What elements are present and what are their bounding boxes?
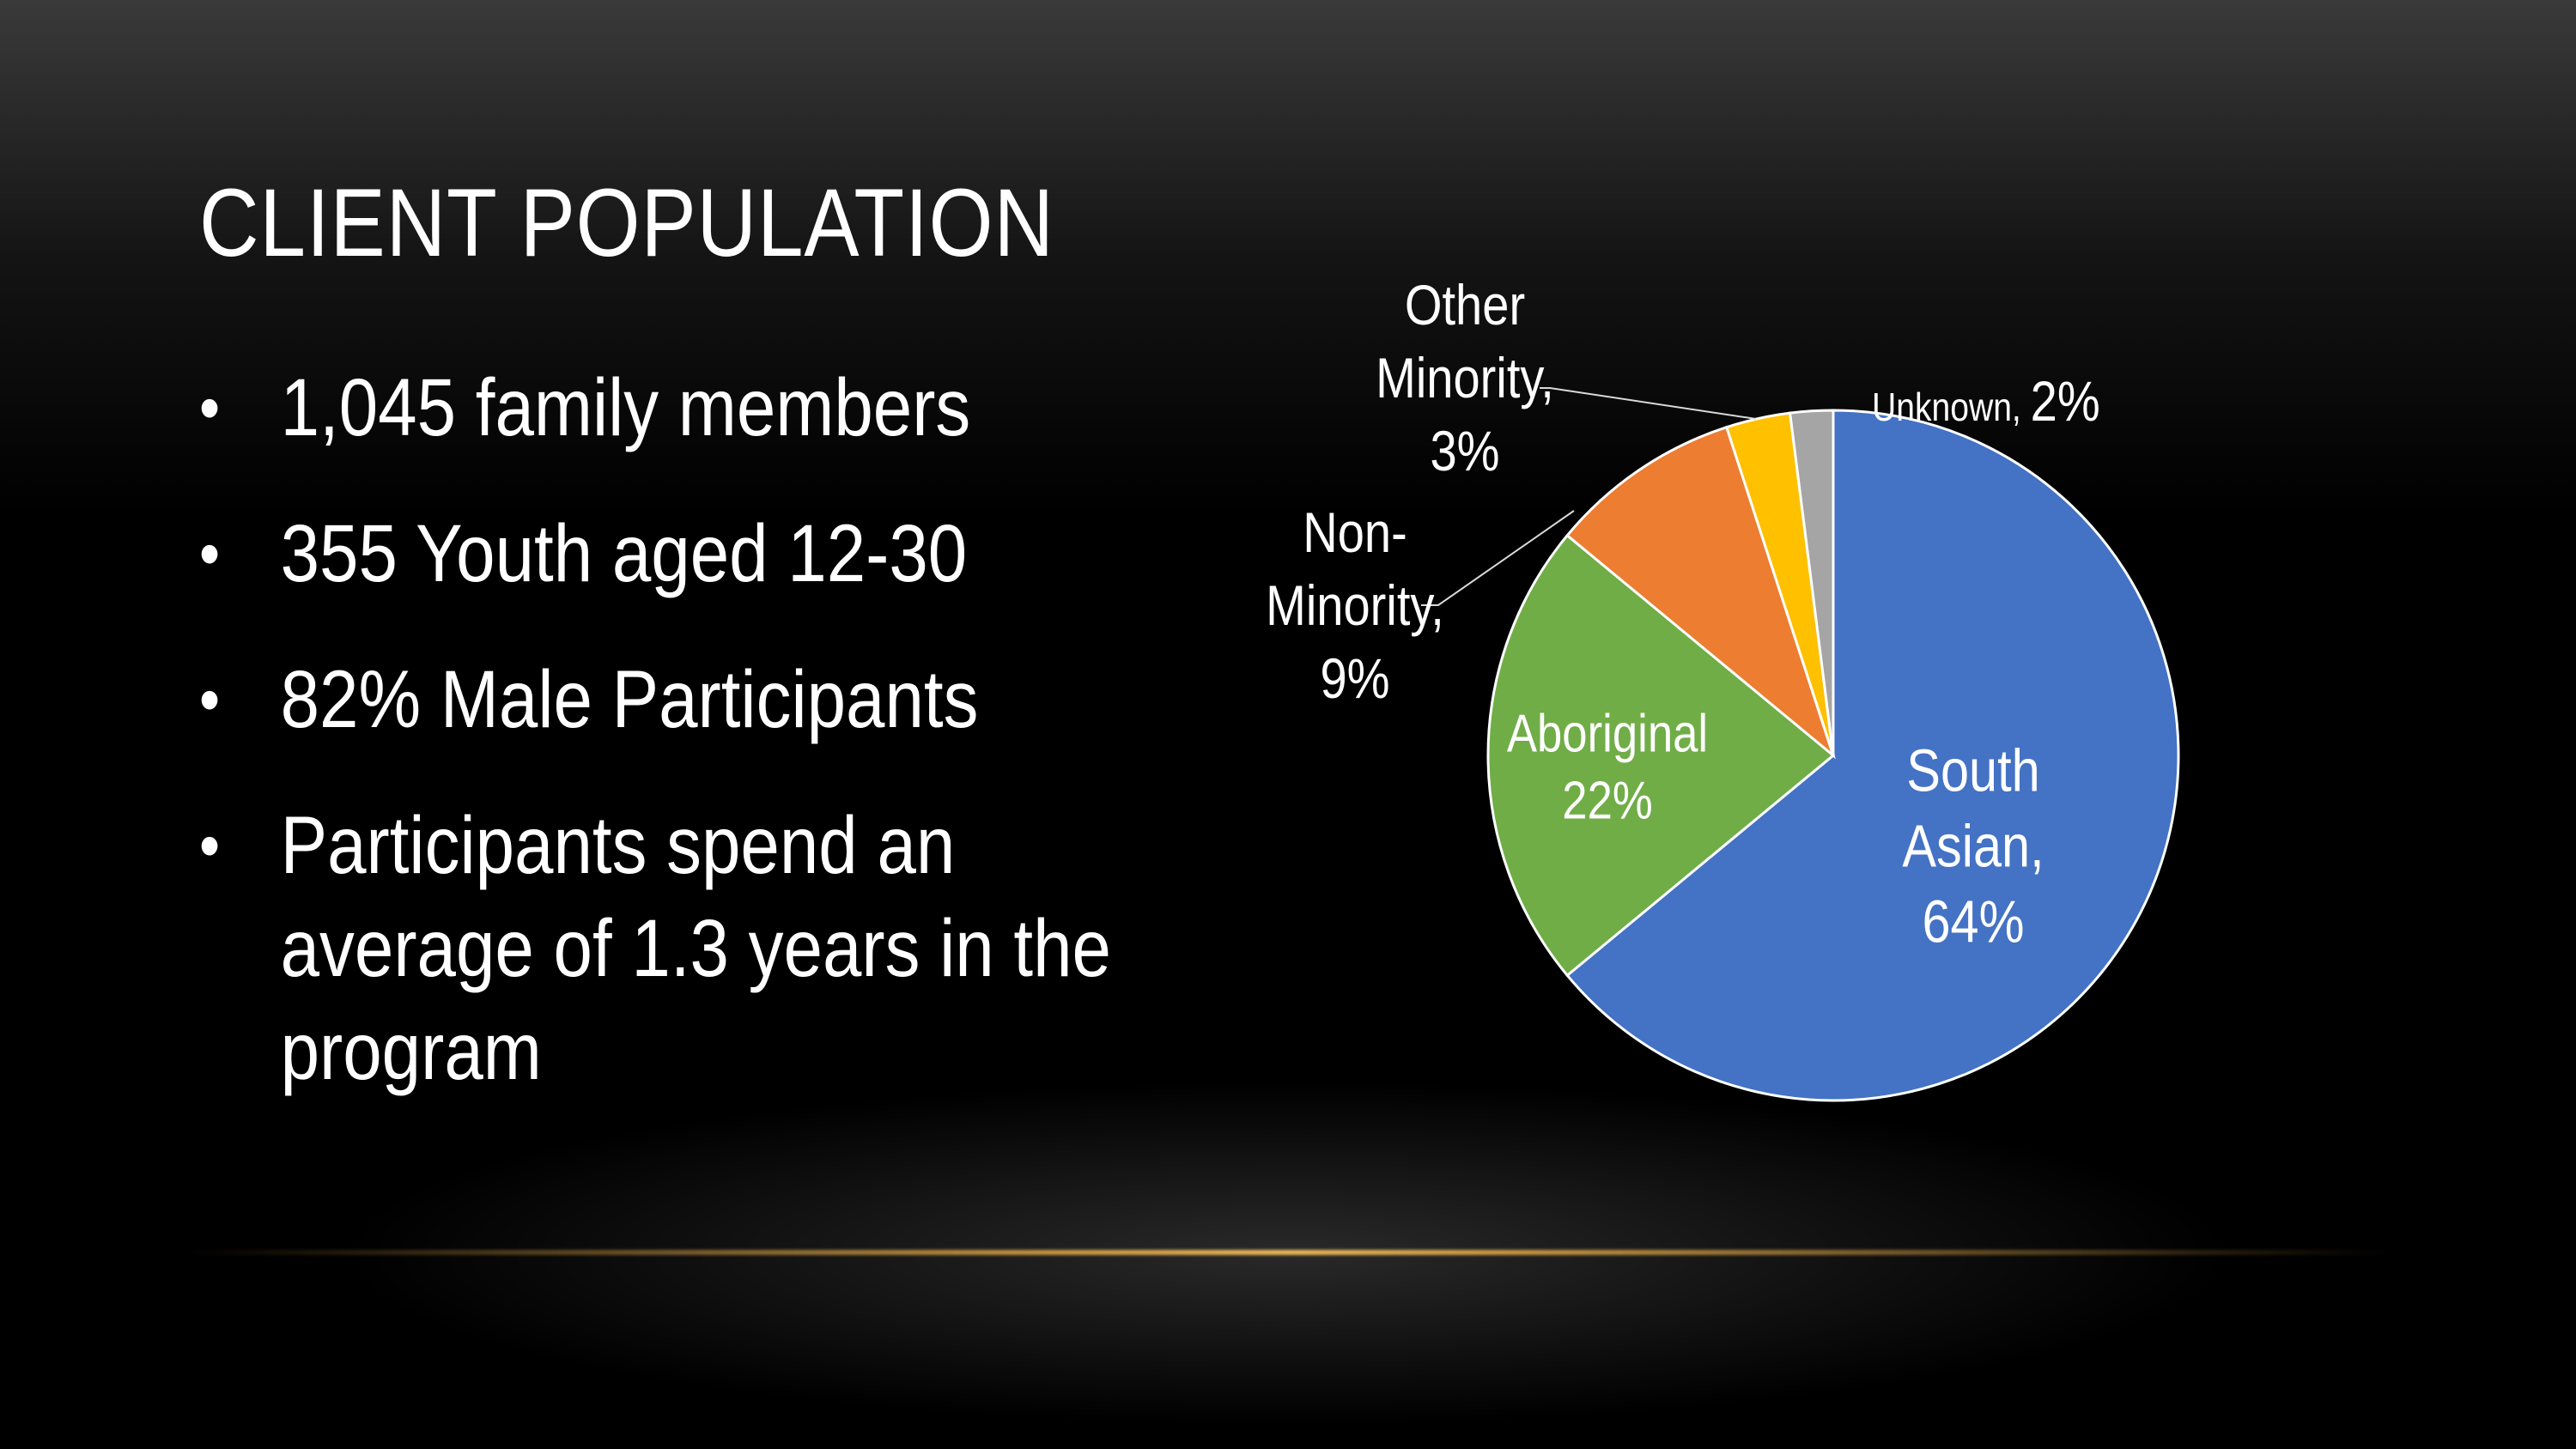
bullet-item: • 82% Male Participants bbox=[199, 648, 1373, 751]
bullet-dot-icon: • bbox=[199, 515, 221, 591]
data-label: Aboriginal 22% bbox=[1507, 705, 1708, 831]
leader-lines bbox=[1421, 387, 1757, 606]
pie-slice-non-minority bbox=[1565, 425, 1837, 760]
pie-slice-south-asian bbox=[1565, 409, 2180, 1102]
bullet-text: average of 1.3 years in the bbox=[280, 903, 1112, 994]
bullet-text: program bbox=[280, 1006, 542, 1097]
bullet-item: • 355 Youth aged 12-30 bbox=[199, 502, 1373, 605]
accent-glow-line bbox=[189, 1250, 2387, 1255]
pie-slices bbox=[1486, 409, 2180, 1102]
pie-slice-aboriginal bbox=[1486, 533, 1836, 978]
bullet-dot-icon: • bbox=[199, 369, 221, 446]
data-label: Unknown, 2% bbox=[1872, 370, 2100, 433]
data-label: Other Minority, 3% bbox=[1376, 274, 1554, 482]
bullet-item: • 1,045 family members bbox=[199, 356, 1373, 459]
data-labels: South Asian, 64% Aboriginal 22% Non-Minority,… bbox=[1266, 274, 2100, 955]
data-label: South Asian, 64% bbox=[1902, 737, 2044, 955]
data-label: Non-Minority, 9% bbox=[1266, 501, 1444, 710]
leader-line bbox=[1421, 510, 1575, 606]
leader-line bbox=[1540, 387, 1757, 420]
slide-title: CLIENT POPULATION bbox=[199, 169, 1054, 276]
bullet-item: • Participants spend an average of 1.3 y… bbox=[199, 794, 1373, 1103]
bullet-text: 355 Youth aged 12-30 bbox=[280, 508, 968, 599]
bullet-text: 82% Male Participants bbox=[280, 654, 979, 745]
bullet-list: • 1,045 family members • 355 Youth aged … bbox=[199, 356, 1298, 1146]
bullet-dot-icon: • bbox=[199, 661, 221, 737]
bullet-text: 1,045 family members bbox=[280, 362, 971, 453]
bullet-text: Participants spend an bbox=[280, 800, 956, 891]
bullet-dot-icon: • bbox=[199, 807, 221, 883]
pie-slice-unknown bbox=[1788, 409, 1835, 756]
